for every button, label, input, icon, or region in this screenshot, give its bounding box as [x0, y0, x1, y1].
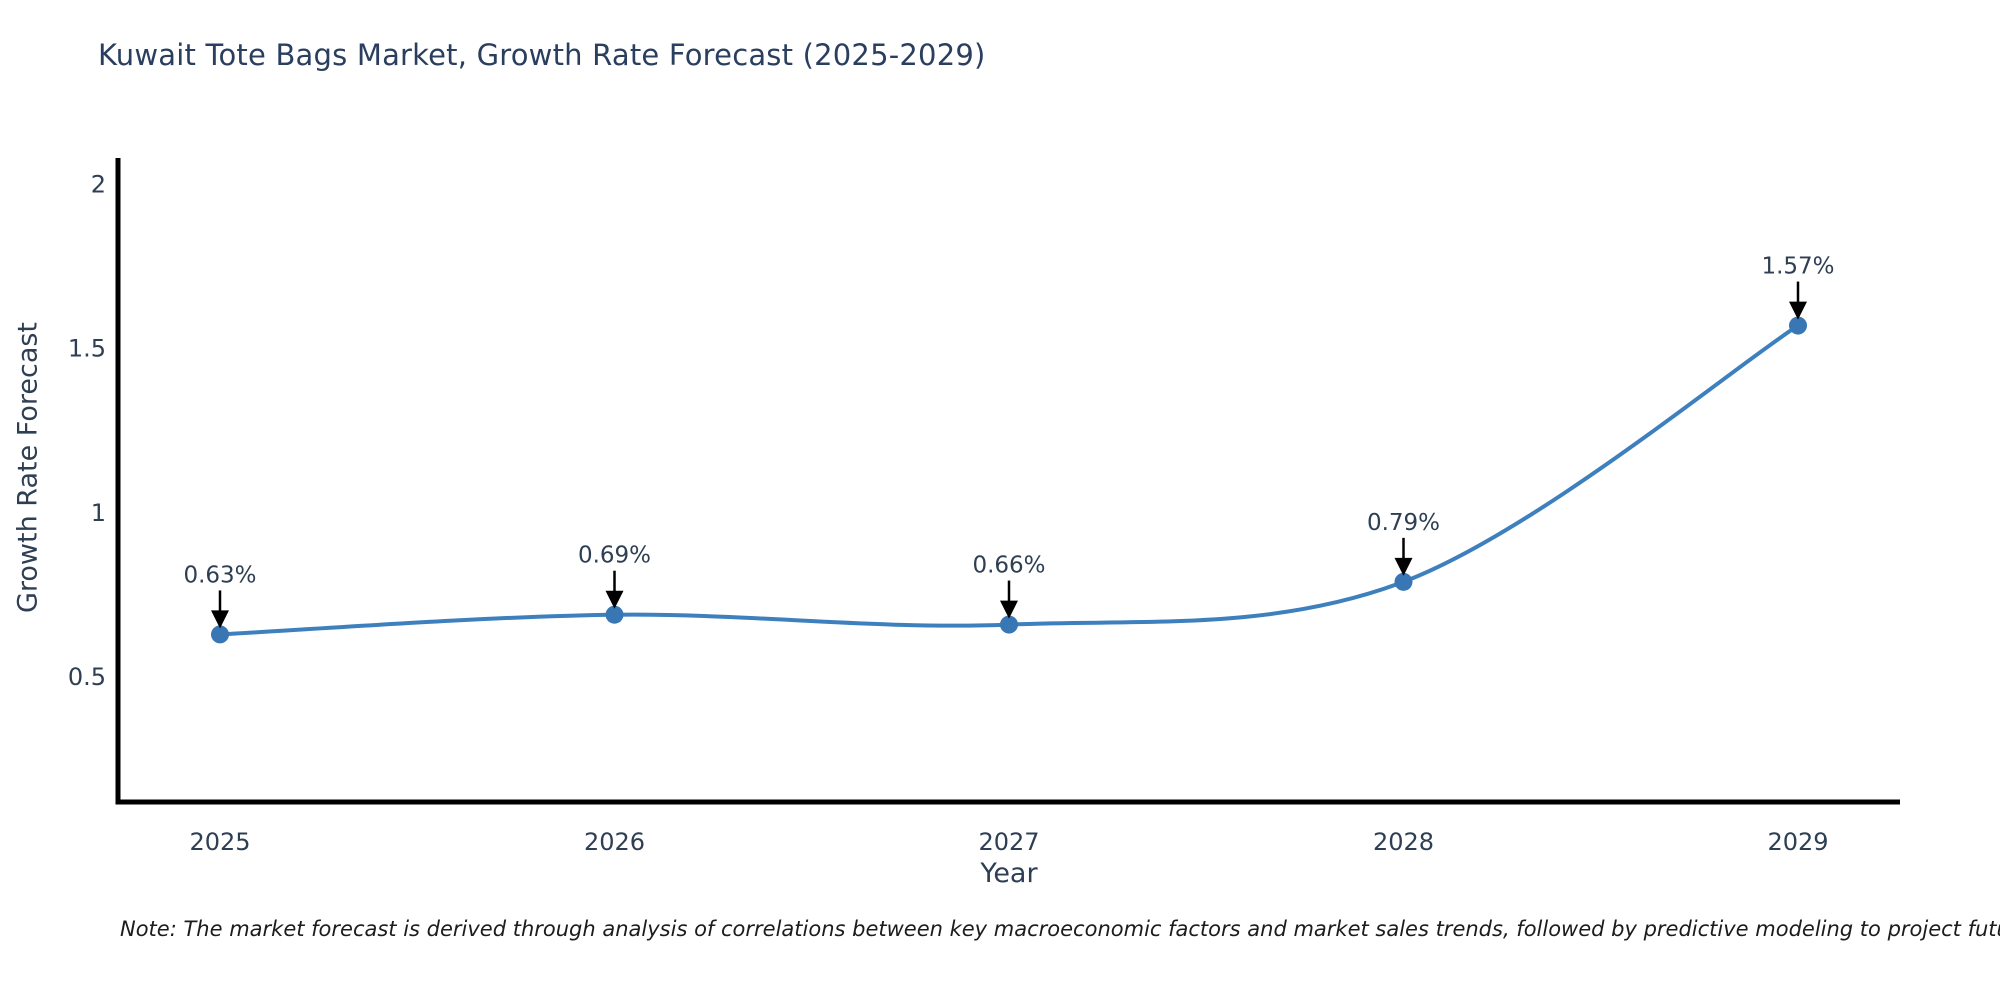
- annotation-arrow-head: [605, 590, 624, 609]
- x-tick-label: 2028: [1373, 828, 1434, 856]
- data-point-marker: [1394, 572, 1413, 591]
- annotation-arrow-head: [1000, 600, 1018, 619]
- x-tick-label: 2027: [978, 828, 1039, 856]
- x-tick-label: 2025: [189, 828, 250, 856]
- data-point-label: 0.79%: [1367, 510, 1440, 536]
- chart-title: Kuwait Tote Bags Market, Growth Rate For…: [98, 38, 986, 72]
- x-tick-label: 2026: [584, 828, 645, 856]
- annotation-arrow-head: [1394, 557, 1413, 576]
- annotation-arrow-head: [211, 610, 229, 629]
- axis-line: [115, 158, 1900, 805]
- data-point-marker: [1000, 615, 1018, 634]
- data-point-label: 0.66%: [972, 553, 1045, 579]
- trend-line: [219, 323, 1800, 637]
- data-point-label: 0.63%: [183, 562, 256, 588]
- footnote: Note: The market forecast is derived thr…: [120, 917, 2000, 941]
- data-point-label: 0.69%: [578, 543, 651, 569]
- x-tick-label: 2029: [1767, 828, 1828, 856]
- data-point-label: 1.57%: [1761, 254, 1834, 280]
- y-tick-label: 2: [91, 170, 106, 198]
- annotation-arrow-head: [1789, 301, 1807, 320]
- y-axis-title: Growth Rate Forecast: [12, 321, 44, 614]
- x-axis-title: Year: [980, 858, 1038, 889]
- y-tick-label: 1: [91, 499, 106, 527]
- y-tick-label: 0.5: [68, 663, 106, 691]
- data-point-marker: [1789, 316, 1807, 335]
- data-point-marker: [211, 625, 229, 644]
- y-tick-label: 1.5: [68, 335, 106, 363]
- data-point-marker: [605, 605, 624, 624]
